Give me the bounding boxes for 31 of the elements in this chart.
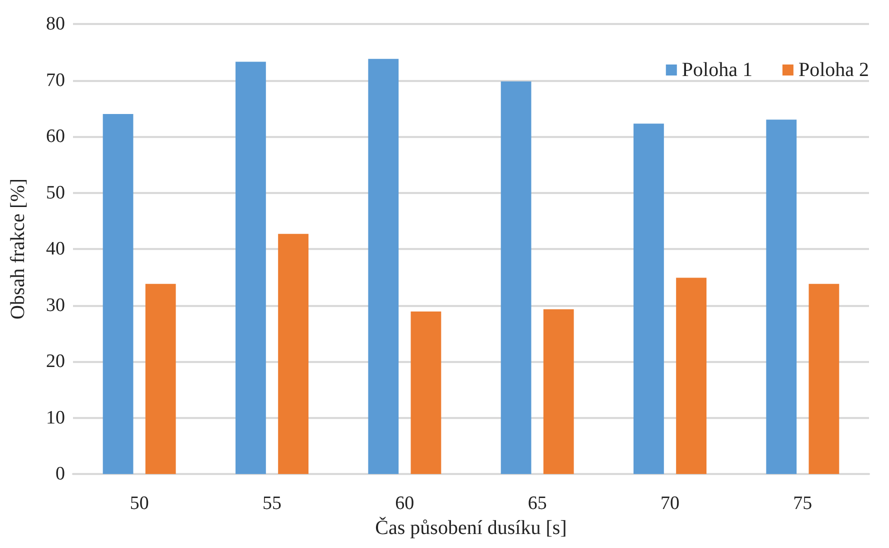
y-tick-label: 70 <box>46 70 65 91</box>
legend-label: Poloha 1 <box>682 59 752 81</box>
x-tick-label: 60 <box>395 493 414 514</box>
bar <box>368 58 399 474</box>
y-tick-label: 20 <box>46 351 65 372</box>
bar <box>634 124 664 474</box>
y-tick-label: 40 <box>46 238 65 260</box>
bar <box>236 62 266 474</box>
x-tick-label: 55 <box>262 493 282 514</box>
bar <box>808 284 840 474</box>
bar <box>500 81 532 474</box>
y-tick-label: 30 <box>46 294 65 316</box>
y-tick-label: 80 <box>46 14 65 34</box>
bar <box>410 311 442 474</box>
legend-label: Poloha 2 <box>798 59 870 81</box>
y-tick-label: 10 <box>46 407 65 428</box>
bar <box>145 284 176 474</box>
y-axis-title: Obsah frakce [%] <box>7 178 29 320</box>
bar <box>766 120 797 474</box>
y-tick-label: 0 <box>56 464 65 484</box>
bar <box>278 234 308 474</box>
x-axis-title: Čas působení dusíku [s] <box>375 516 567 539</box>
x-tick-label: 50 <box>130 493 149 514</box>
bar <box>543 309 574 474</box>
x-tick-label: 75 <box>793 493 812 514</box>
y-tick-label: 50 <box>46 182 65 204</box>
bar <box>676 278 706 474</box>
bar <box>102 114 134 474</box>
y-tick-label: 60 <box>46 126 65 147</box>
x-tick-label: 70 <box>660 493 680 514</box>
x-tick-label: 65 <box>528 493 547 514</box>
